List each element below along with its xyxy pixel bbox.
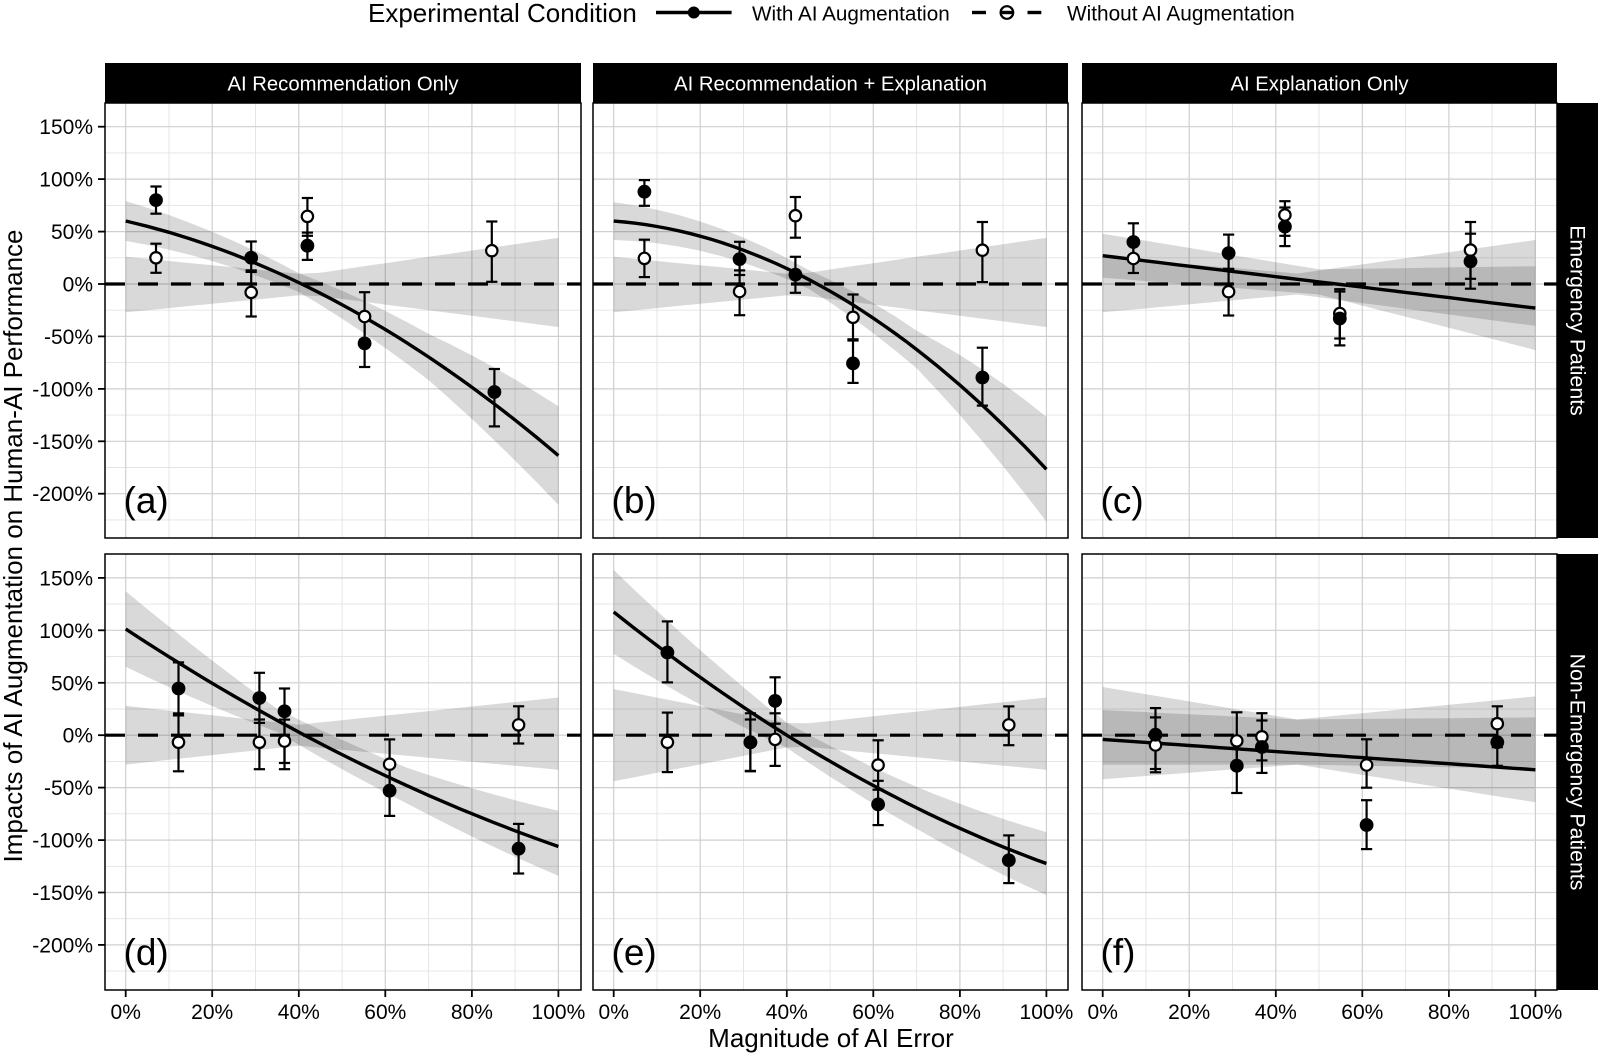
svg-text:Without AI Augmentation: Without AI Augmentation	[1067, 3, 1295, 26]
svg-text:20%: 20%	[679, 1001, 721, 1024]
svg-text:40%: 40%	[278, 1001, 320, 1024]
svg-text:-200%: -200%	[32, 483, 93, 506]
svg-text:AI Explanation Only: AI Explanation Only	[1230, 74, 1409, 96]
svg-text:50%: 50%	[51, 672, 93, 695]
svg-text:Magnitude of AI Error: Magnitude of AI Error	[708, 1023, 954, 1053]
svg-text:100%: 100%	[1020, 1001, 1074, 1024]
svg-text:150%: 150%	[39, 567, 93, 590]
svg-text:100%: 100%	[532, 1001, 586, 1024]
svg-text:-50%: -50%	[44, 777, 93, 800]
svg-text:20%: 20%	[1168, 1001, 1210, 1024]
svg-text:AI Recommendation Only: AI Recommendation Only	[227, 74, 459, 96]
svg-text:0%: 0%	[63, 725, 93, 748]
svg-text:50%: 50%	[51, 221, 93, 244]
svg-text:100%: 100%	[39, 620, 93, 643]
svg-text:80%: 80%	[939, 1001, 981, 1024]
svg-text:0%: 0%	[63, 274, 93, 297]
svg-text:(c): (c)	[1101, 480, 1144, 521]
svg-text:Impacts of AI Augmentation on: Impacts of AI Augmentation on Human-AI P…	[0, 230, 28, 863]
svg-text:(e): (e)	[612, 932, 657, 973]
svg-text:80%: 80%	[451, 1001, 493, 1024]
svg-text:(b): (b)	[612, 480, 657, 521]
svg-text:Emergency Patients: Emergency Patients	[1566, 225, 1590, 416]
svg-text:Experimental Condition: Experimental Condition	[368, 0, 637, 28]
svg-text:0%: 0%	[599, 1001, 629, 1024]
svg-text:60%: 60%	[852, 1001, 894, 1024]
svg-text:-150%: -150%	[32, 882, 93, 905]
svg-text:-100%: -100%	[32, 378, 93, 401]
svg-text:AI Recommendation + Explanatio: AI Recommendation + Explanation	[674, 74, 987, 96]
svg-text:(d): (d)	[124, 932, 169, 973]
svg-text:150%: 150%	[39, 116, 93, 139]
svg-text:Non-Emergency Patients: Non-Emergency Patients	[1566, 654, 1590, 891]
svg-text:With AI Augmentation: With AI Augmentation	[752, 3, 950, 26]
svg-text:-100%: -100%	[32, 830, 93, 853]
svg-text:-150%: -150%	[32, 431, 93, 454]
svg-text:100%: 100%	[1509, 1001, 1563, 1024]
svg-text:100%: 100%	[39, 169, 93, 192]
svg-text:40%: 40%	[1255, 1001, 1297, 1024]
svg-text:60%: 60%	[364, 1001, 406, 1024]
svg-text:80%: 80%	[1428, 1001, 1470, 1024]
svg-text:0%: 0%	[1088, 1001, 1118, 1024]
svg-text:(f): (f)	[1101, 932, 1136, 973]
svg-text:20%: 20%	[191, 1001, 233, 1024]
svg-text:(a): (a)	[124, 480, 169, 521]
svg-text:0%: 0%	[111, 1001, 141, 1024]
svg-text:60%: 60%	[1341, 1001, 1383, 1024]
svg-text:-200%: -200%	[32, 934, 93, 957]
svg-text:40%: 40%	[766, 1001, 808, 1024]
svg-text:-50%: -50%	[44, 326, 93, 349]
